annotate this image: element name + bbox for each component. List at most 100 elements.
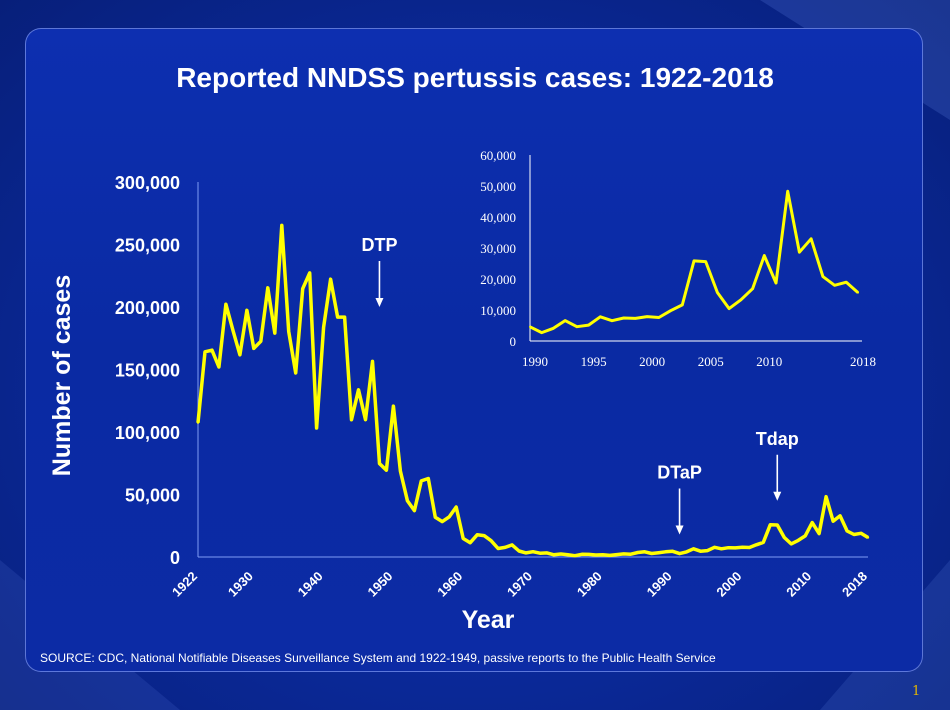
data-point <box>385 468 388 472</box>
inset-y-tick-label: 10,000 <box>480 303 516 318</box>
inset-data-point <box>810 237 813 240</box>
data-point <box>203 350 207 353</box>
data-point <box>692 547 695 550</box>
inset-data-point <box>775 281 777 284</box>
data-point <box>650 552 653 555</box>
y-tick-label: 300,000 <box>115 173 180 193</box>
data-point <box>552 553 556 557</box>
data-point <box>566 553 570 557</box>
data-point <box>322 325 325 329</box>
inset-data-point <box>669 309 672 312</box>
inset-y-tick-label: 0 <box>510 334 517 349</box>
data-point <box>294 371 297 375</box>
inset-data-point <box>821 275 824 278</box>
data-point <box>287 330 290 333</box>
data-point <box>762 541 765 544</box>
data-point <box>462 537 465 540</box>
data-point <box>280 224 283 227</box>
data-point <box>748 546 751 549</box>
inset-data-point <box>529 325 531 328</box>
data-point <box>434 516 437 519</box>
data-point <box>420 479 423 483</box>
data-point <box>615 553 618 556</box>
data-point <box>810 521 814 524</box>
data-point <box>727 546 730 549</box>
data-point <box>622 552 625 556</box>
data-point <box>769 523 772 526</box>
data-point <box>838 514 842 517</box>
annotation-label: DTaP <box>657 463 702 483</box>
data-point <box>517 549 521 553</box>
data-point <box>803 534 807 538</box>
data-point <box>734 546 737 550</box>
data-point <box>706 549 709 552</box>
inset-data-point <box>540 331 543 334</box>
data-point <box>685 550 688 554</box>
data-point <box>503 546 507 549</box>
data-point <box>538 552 542 555</box>
data-point <box>664 550 667 554</box>
data-point <box>859 532 863 535</box>
data-point <box>252 347 256 350</box>
data-point <box>196 421 200 424</box>
data-point <box>482 534 486 537</box>
data-point <box>371 360 374 363</box>
inset-y-tick-label: 40,000 <box>480 210 516 225</box>
source-note: SOURCE: CDC, National Notifiable Disease… <box>40 651 716 665</box>
data-point <box>496 547 500 550</box>
y-tick-label: 200,000 <box>115 298 180 318</box>
data-point <box>776 523 779 527</box>
data-point <box>238 353 242 356</box>
data-point <box>468 541 472 544</box>
inset-x-tick-label: 2018 <box>850 354 876 369</box>
inset-x-tick-label: 2010 <box>756 354 782 369</box>
x-axis-title: Year <box>462 606 515 634</box>
inset-data-point <box>611 319 613 322</box>
y-tick-label: 100,000 <box>115 423 180 443</box>
slide-panel <box>25 28 923 672</box>
arrow-head-icon <box>773 491 782 501</box>
data-point <box>797 539 800 542</box>
y-tick-label: 150,000 <box>115 361 180 381</box>
inset-x-tick-label: 1990 <box>522 354 548 369</box>
inset-data-point <box>786 190 789 193</box>
inset-data-point <box>857 291 859 294</box>
data-point <box>845 529 849 533</box>
data-point <box>301 287 304 290</box>
data-point <box>364 418 367 421</box>
data-point <box>413 509 416 512</box>
data-point <box>671 550 674 553</box>
y-axis-title: Number of cases <box>48 275 76 476</box>
data-point <box>831 520 835 523</box>
data-point <box>713 546 716 549</box>
data-point <box>210 349 214 352</box>
data-point <box>399 469 402 473</box>
data-point <box>510 543 514 547</box>
data-point <box>594 553 598 557</box>
inset-data-point <box>833 284 836 287</box>
inset-x-tick-label: 1995 <box>581 354 607 369</box>
data-point <box>699 550 702 553</box>
data-point <box>524 551 528 555</box>
data-point <box>427 477 430 480</box>
data-point <box>266 286 269 290</box>
inset-x-tick-label: 2005 <box>698 354 724 369</box>
data-point <box>489 539 493 542</box>
data-point <box>455 505 458 509</box>
inset-y-tick-label: 30,000 <box>480 241 516 256</box>
data-point <box>475 533 479 537</box>
data-point <box>755 543 758 546</box>
data-point <box>343 315 346 319</box>
inset-data-point <box>704 260 707 263</box>
data-point <box>231 329 235 332</box>
data-point <box>580 553 584 556</box>
data-point <box>741 545 744 549</box>
data-point <box>259 340 263 343</box>
data-point <box>601 553 604 557</box>
data-point <box>824 495 828 498</box>
annotation-label: Tdap <box>756 429 799 449</box>
y-tick-label: 0 <box>170 548 180 568</box>
data-point <box>643 550 646 553</box>
